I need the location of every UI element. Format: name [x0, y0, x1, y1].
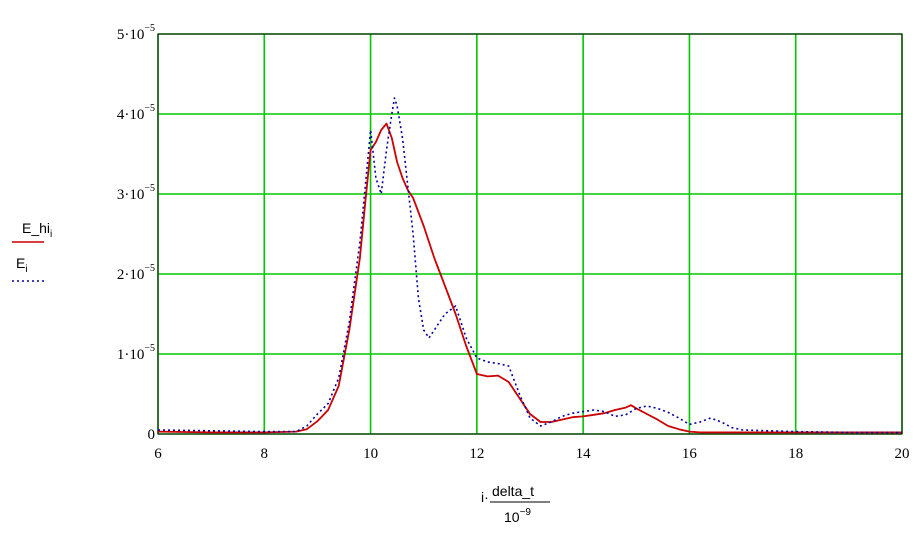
x-tick-labels: 6 8 10 12 14 16 18 20 — [154, 446, 909, 462]
series-line-2 — [157, 97, 902, 434]
x-label-prefix: i· — [481, 489, 489, 505]
x-tick-label: 20 — [895, 446, 910, 462]
y-tick-label: 1·10−5 — [117, 343, 155, 363]
x-tick-label: 8 — [261, 446, 269, 462]
plot-frame — [157, 33, 903, 435]
series-line-1 — [157, 122, 902, 434]
x-label-denominator: 10−9 — [504, 507, 531, 525]
legend-entry-1-label: E_hii — [22, 220, 52, 240]
legend-entry-2-label: Ei — [16, 255, 28, 275]
y-tick-label: 3·10−5 — [117, 183, 155, 203]
x-axis-label: i· delta_t 10−9 — [481, 483, 550, 525]
x-tick-label: 10 — [363, 446, 378, 462]
y-tick-label: 5·10−5 — [117, 23, 155, 43]
chart-grid — [157, 33, 903, 435]
y-tick-label: 4·10−5 — [117, 103, 155, 123]
x-tick-label: 14 — [576, 446, 592, 462]
y-tick-label: 0 — [148, 427, 156, 443]
y-tick-labels: 0 1·10−5 2·10−5 3·10−5 4·10−5 5·10−5 — [117, 23, 155, 443]
x-tick-label: 12 — [469, 446, 484, 462]
y-tick-label: 2·10−5 — [117, 263, 155, 283]
x-label-numerator: delta_t — [492, 483, 534, 499]
legend: E_hii Ei — [12, 220, 52, 282]
x-tick-label: 18 — [788, 446, 803, 462]
x-tick-label: 16 — [682, 446, 698, 462]
x-tick-label: 6 — [154, 446, 162, 462]
series-layer — [157, 97, 902, 434]
